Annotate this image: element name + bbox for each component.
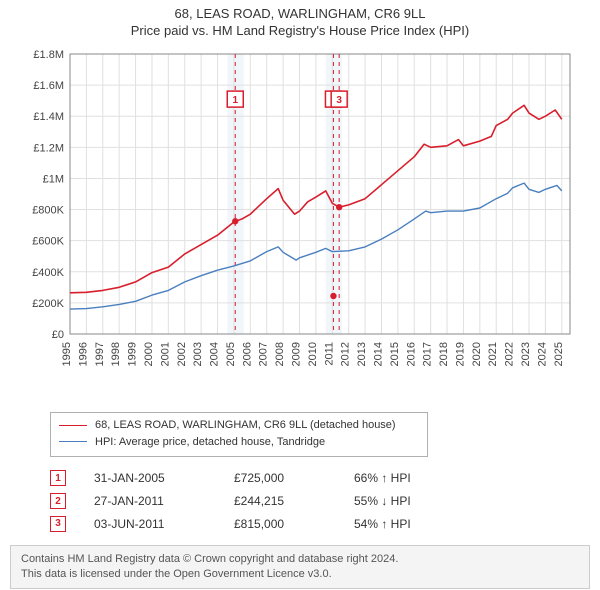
legend-swatch	[59, 441, 87, 442]
svg-text:2010: 2010	[307, 342, 319, 366]
price-chart: £0 £200K £400K £600K £800K £1M £1.2M £1.4M £1.6M…	[20, 44, 580, 404]
page-title: 68, LEAS ROAD, WARLINGHAM, CR6 9LL	[0, 6, 600, 21]
svg-text:2002: 2002	[176, 342, 188, 366]
svg-text:£0: £0	[52, 329, 64, 341]
svg-text:2004: 2004	[209, 342, 221, 366]
svg-text:2018: 2018	[438, 342, 450, 366]
legend-label: HPI: Average price, detached house, Tand…	[95, 434, 325, 451]
licence-footer: Contains HM Land Registry data © Crown c…	[10, 545, 590, 589]
footer-line: This data is licensed under the Open Gov…	[21, 567, 579, 582]
sale-date: 31-JAN-2005	[94, 467, 234, 490]
svg-text:2024: 2024	[536, 342, 548, 366]
svg-text:2015: 2015	[389, 342, 401, 366]
svg-text:£600K: £600K	[32, 236, 64, 248]
svg-text:1997: 1997	[94, 342, 106, 366]
svg-text:2009: 2009	[291, 342, 303, 366]
legend-item: HPI: Average price, detached house, Tand…	[59, 434, 419, 451]
svg-text:2019: 2019	[454, 342, 466, 366]
svg-text:3: 3	[336, 95, 342, 106]
svg-text:1999: 1999	[127, 342, 139, 366]
svg-text:2017: 2017	[422, 342, 434, 366]
svg-text:£1.2M: £1.2M	[33, 142, 64, 154]
svg-text:£200K: £200K	[32, 298, 64, 310]
page-subtitle: Price paid vs. HM Land Registry's House …	[0, 23, 600, 38]
svg-text:2005: 2005	[225, 342, 237, 366]
legend-label: 68, LEAS ROAD, WARLINGHAM, CR6 9LL (deta…	[95, 417, 396, 434]
sale-badge: 3	[50, 516, 66, 532]
svg-text:2022: 2022	[504, 342, 516, 366]
sale-price: £815,000	[234, 513, 354, 536]
svg-text:2016: 2016	[405, 342, 417, 366]
svg-text:2011: 2011	[323, 342, 335, 366]
sale-delta: 55% ↓ HPI	[354, 490, 474, 513]
svg-text:1995: 1995	[61, 342, 73, 366]
svg-text:£1M: £1M	[43, 173, 64, 185]
svg-text:2020: 2020	[471, 342, 483, 366]
sale-row: 1 31-JAN-2005 £725,000 66% ↑ HPI	[50, 467, 600, 490]
svg-text:2001: 2001	[159, 342, 171, 366]
svg-text:£1.6M: £1.6M	[33, 80, 64, 92]
legend-swatch	[59, 425, 87, 426]
svg-text:1998: 1998	[110, 342, 122, 366]
svg-text:2007: 2007	[258, 342, 270, 366]
svg-text:2013: 2013	[356, 342, 368, 366]
sale-delta: 54% ↑ HPI	[354, 513, 474, 536]
sale-price: £725,000	[234, 467, 354, 490]
svg-text:£800K: £800K	[32, 205, 64, 217]
svg-text:2023: 2023	[520, 342, 532, 366]
svg-text:£1.8M: £1.8M	[33, 49, 64, 61]
sale-date: 03-JUN-2011	[94, 513, 234, 536]
svg-text:2021: 2021	[487, 342, 499, 366]
sale-badge: 2	[50, 493, 66, 509]
chart-legend: 68, LEAS ROAD, WARLINGHAM, CR6 9LL (deta…	[50, 412, 428, 457]
svg-text:2012: 2012	[340, 342, 352, 366]
svg-text:2014: 2014	[372, 342, 384, 366]
svg-text:2006: 2006	[241, 342, 253, 366]
sales-table: 1 31-JAN-2005 £725,000 66% ↑ HPI 2 27-JA…	[50, 467, 600, 535]
svg-text:2003: 2003	[192, 342, 204, 366]
sale-row: 3 03-JUN-2011 £815,000 54% ↑ HPI	[50, 513, 600, 536]
svg-text:£1.4M: £1.4M	[33, 111, 64, 123]
sale-row: 2 27-JAN-2011 £244,215 55% ↓ HPI	[50, 490, 600, 513]
svg-text:£400K: £400K	[32, 267, 64, 279]
svg-text:2025: 2025	[553, 342, 565, 366]
svg-text:2000: 2000	[143, 342, 155, 366]
sale-badge: 1	[50, 470, 66, 486]
svg-text:1: 1	[232, 95, 238, 106]
footer-line: Contains HM Land Registry data © Crown c…	[21, 552, 579, 567]
legend-item: 68, LEAS ROAD, WARLINGHAM, CR6 9LL (deta…	[59, 417, 419, 434]
svg-text:2008: 2008	[274, 342, 286, 366]
sale-date: 27-JAN-2011	[94, 490, 234, 513]
svg-text:1996: 1996	[77, 342, 89, 366]
sale-delta: 66% ↑ HPI	[354, 467, 474, 490]
sale-price: £244,215	[234, 490, 354, 513]
